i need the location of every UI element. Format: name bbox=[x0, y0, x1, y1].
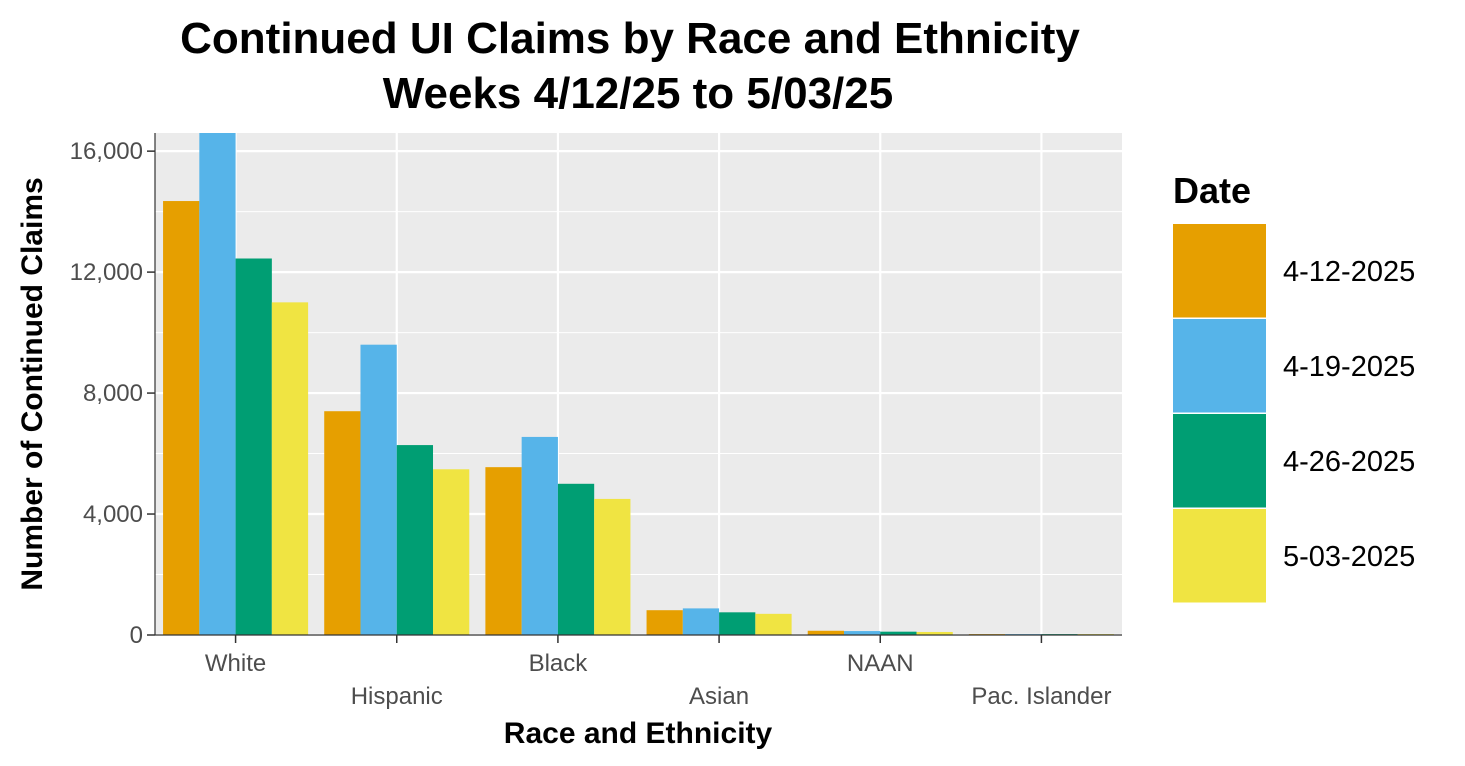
bar-hispanic-4-26-2025 bbox=[396, 445, 434, 635]
x-tick-label: Black bbox=[529, 650, 589, 677]
bars bbox=[163, 133, 1114, 635]
bar-naan-4-12-2025 bbox=[807, 630, 844, 635]
legend-label: 4-12-2025 bbox=[1283, 256, 1415, 288]
bar-hispanic-4-12-2025 bbox=[324, 411, 361, 635]
legend-key bbox=[1173, 509, 1266, 603]
x-tick-label: NAAN bbox=[847, 650, 914, 677]
axes: 0 4,000 8,000 12,000 16,000 White Hispanic Blac… bbox=[70, 133, 1122, 710]
bar-black-4-19-2025 bbox=[521, 436, 558, 635]
x-tick-label: Pac. Islander bbox=[971, 683, 1111, 710]
bar-black-4-26-2025 bbox=[557, 483, 595, 635]
bar-white-4-12-2025 bbox=[163, 201, 200, 635]
bar-hispanic-5-03-2025 bbox=[433, 469, 470, 635]
bar-asian-4-12-2025 bbox=[646, 610, 683, 635]
legend-label: 4-19-2025 bbox=[1283, 351, 1415, 383]
bar-asian-5-03-2025 bbox=[755, 613, 792, 635]
bar-hispanic-4-19-2025 bbox=[360, 344, 397, 635]
legend-title: Date bbox=[1173, 170, 1251, 211]
legend: 4-12-2025 4-19-2025 4-26-2025 5-03-2025 bbox=[1173, 224, 1415, 603]
plot-panel bbox=[155, 133, 1122, 635]
bar-naan-5-03-2025 bbox=[916, 631, 953, 635]
x-axis-title: Race and Ethnicity bbox=[504, 717, 773, 750]
chart-title: Continued UI Claims by Race and Ethnicit… bbox=[180, 14, 1080, 63]
legend-label: 4-26-2025 bbox=[1283, 446, 1415, 478]
chart-subtitle: Weeks 4/12/25 to 5/03/25 bbox=[383, 69, 893, 118]
bar-white-4-26-2025 bbox=[235, 258, 272, 635]
y-axis-title: Number of Continued Claims bbox=[16, 177, 49, 590]
legend-key bbox=[1173, 319, 1266, 413]
bar-asian-4-19-2025 bbox=[682, 608, 720, 635]
y-tick-label: 16,000 bbox=[70, 138, 143, 165]
bar-naan-4-26-2025 bbox=[880, 631, 917, 635]
bar-white-4-19-2025 bbox=[199, 133, 236, 635]
y-tick-label: 8,000 bbox=[83, 380, 143, 407]
bar-naan-4-19-2025 bbox=[843, 631, 881, 635]
y-tick-label: 4,000 bbox=[83, 501, 143, 528]
y-tick-label: 0 bbox=[130, 622, 143, 649]
legend-label: 5-03-2025 bbox=[1283, 541, 1415, 573]
bar-black-4-12-2025 bbox=[485, 467, 522, 635]
bar-asian-4-26-2025 bbox=[719, 612, 756, 635]
legend-key bbox=[1173, 414, 1266, 508]
legend-key bbox=[1173, 224, 1266, 318]
bar-white-5-03-2025 bbox=[271, 302, 309, 635]
x-tick-label: Asian bbox=[689, 683, 749, 710]
x-tick-label: Hispanic bbox=[351, 683, 443, 710]
bar-black-5-03-2025 bbox=[594, 498, 631, 635]
x-tick-label: White bbox=[205, 650, 266, 677]
y-tick-label: 12,000 bbox=[70, 259, 143, 286]
